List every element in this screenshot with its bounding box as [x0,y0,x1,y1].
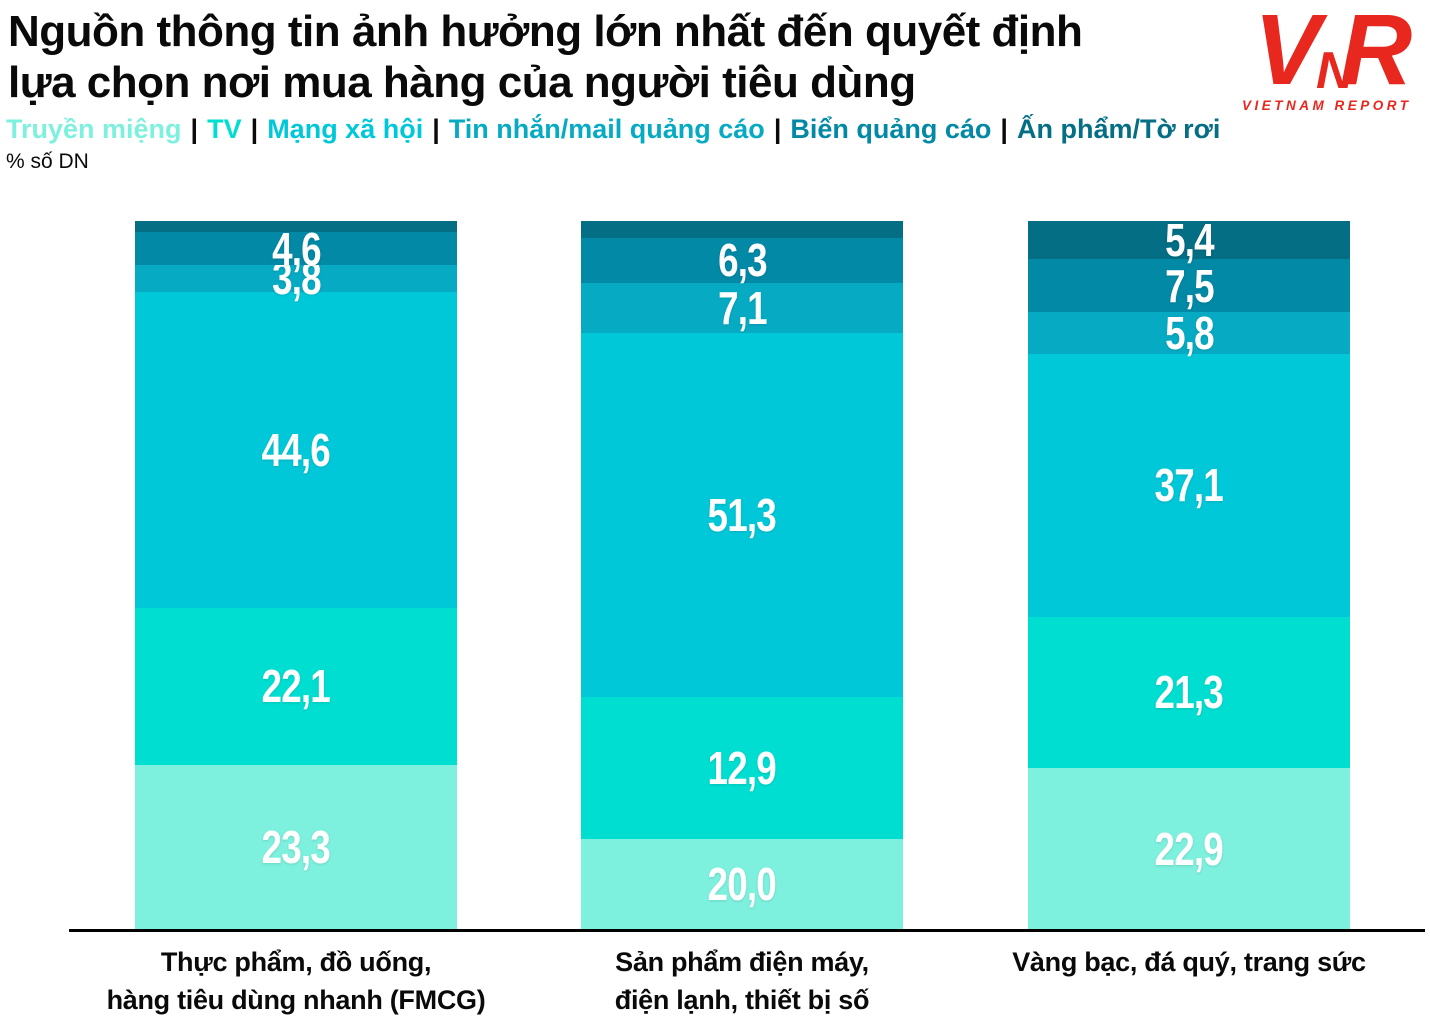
page-title-line1: Nguồn thông tin ảnh hưởng lớn nhất đến q… [8,7,1083,56]
category-label-thuc-pham-o-uong-hang-tieu-dun: Thực phẩm, đồ uống, hàng tiêu dùng nhanh … [26,944,566,1020]
legend-item-tv: TV [207,114,242,144]
bar-segment-tv: 12,9 [581,696,903,839]
x-axis-baseline [69,929,1425,932]
segment-value-label: 51,3 [707,488,777,541]
legend-separator: | [1000,114,1008,144]
category-label-san-pham-ien-may-ien-lanh-thie: Sản phẩm điện máy, điện lạnh, thiết bị số [472,944,1012,1020]
bar-segment-truyen-mieng: 23,3 [135,764,457,930]
legend-item-mang-xa-hoi: Mạng xã hội [267,114,424,144]
unit-label: % số DN [6,150,89,173]
segment-value-label: 37,1 [1154,459,1224,512]
category-label-line: điện lạnh, thiết bị số [614,984,870,1015]
category-label-line: hàng tiêu dùng nhanh (FMCG) [106,984,486,1015]
segment-value-label: 20,0 [707,858,777,911]
legend-separator: | [250,114,259,144]
vnr-logo: V N R VIETNAM REPORT [1240,0,1426,116]
bar-segment-tin-nhan-mail-quang-cao: 7,1 [581,281,903,334]
segment-value-label: 4,6 [271,222,322,275]
page-title: Nguồn thông tin ảnh hưởng lớn nhất đến q… [8,6,1238,108]
bar-segment-truyen-mieng: 22,9 [1028,767,1350,930]
legend-item-tin-nhan-mail-quang-cao: Tin nhắn/mail quảng cáo [448,114,765,144]
bar-segment-mang-xa-hoi: 37,1 [1028,353,1350,617]
page-title-line2: lựa chọn nơi mua hàng của người tiêu dùn… [8,58,916,108]
segment-value-label: 21,3 [1154,666,1224,719]
segment-value-label: 23,3 [261,821,331,874]
logo-letter-n: N [1316,42,1355,100]
legend-item-truyen-mieng: Truyền miệng [6,114,182,144]
category-label-line: Vàng bạc, đá quý, trang sức [1012,947,1366,977]
legend-item-bien-quang-cao: Biển quảng cáo [790,114,992,144]
bar-segment-tv: 22,1 [135,608,457,765]
category-label-line: Sản phẩm điện máy, [615,947,869,977]
bar-segment-bien-quang-cao: 6,3 [581,234,903,287]
bar-segment-tv: 21,3 [1028,616,1350,768]
logo-letter-r: R [1340,2,1412,106]
segment-value-label: 22,1 [261,660,331,713]
bar-san-pham-ien-may-ien-lanh-thie: 20,0 12,9 51,3 7,1 6,3 [581,221,903,930]
legend-separator: | [773,114,782,144]
legend-item-an-pham-to-roi: Ấn phẩm/Tờ rơi [1016,114,1221,144]
logo-letter-v: V [1254,2,1328,106]
bar-segment-bien-quang-cao: 4,6 [135,226,457,272]
bar-segment-an-pham-to-roi: 5,4 [1028,217,1350,263]
segment-value-label: 7,1 [717,281,768,334]
bar-segment-an-pham-to-roi [581,221,903,239]
bar-segment-tin-nhan-mail-quang-cao: 5,8 [1028,307,1350,360]
category-label-vang-bac-a-quy-trang-suc: Vàng bạc, đá quý, trang sức [919,944,1430,982]
legend-separator: | [190,114,199,144]
legend: Truyền miệng | TV | Mạng xã hội | Tin nhắn/mai… [6,113,1220,145]
bar-thuc-pham-o-uong-hang-tieu-dun: 23,3 22,1 44,6 3,8 4,6 [135,221,457,930]
bar-segment-truyen-mieng: 20,0 [581,838,903,930]
segment-value-label: 22,9 [1154,822,1224,875]
segment-value-label: 44,6 [261,424,331,477]
category-label-line: Thực phẩm, đồ uống, [160,947,432,977]
segment-value-label: 12,9 [707,741,777,794]
bar-segment-an-pham-to-roi [135,221,457,233]
logo-caption: VIETNAM REPORT [1242,98,1412,113]
segment-value-label: 6,3 [717,234,768,287]
bar-segment-bien-quang-cao: 7,5 [1028,259,1350,313]
vnr-logo-icon: V N R VIETNAM REPORT [1242,0,1412,113]
segment-value-label: 5,4 [1164,214,1215,267]
bar-segment-mang-xa-hoi: 51,3 [581,333,903,697]
bar-segment-mang-xa-hoi: 44,6 [135,291,457,609]
segment-value-label: 5,8 [1164,307,1215,360]
bar-vang-bac-a-quy-trang-suc: 22,9 21,3 37,1 5,8 7,5 5,4 [1028,217,1350,930]
legend-separator: | [432,114,440,144]
segment-value-label: 7,5 [1164,259,1215,312]
